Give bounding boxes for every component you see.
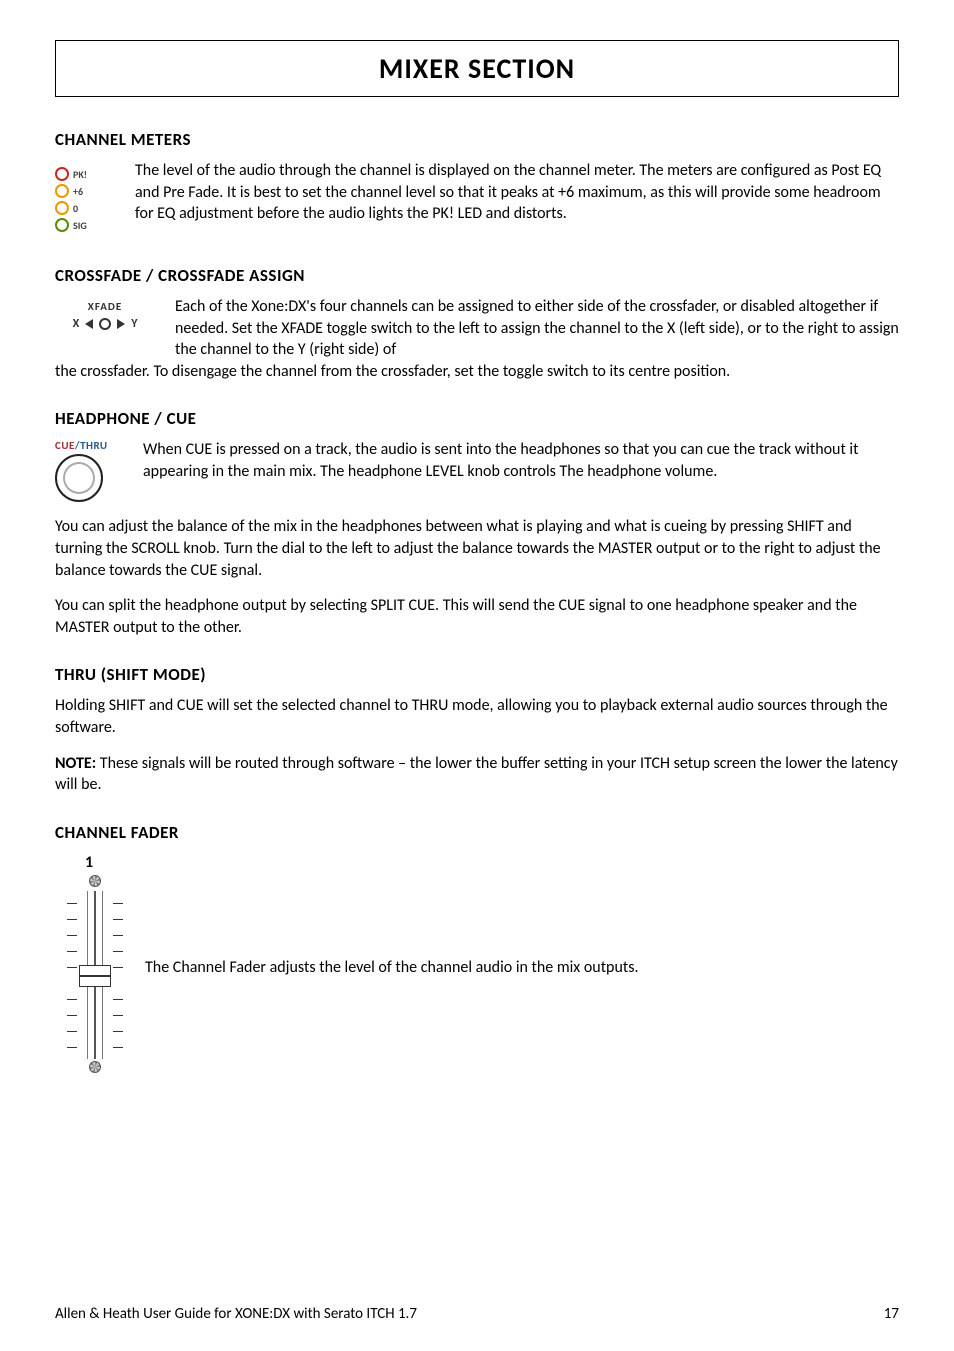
led-plus6-icon — [55, 184, 69, 198]
cue-thru-label: CUE/THRU — [55, 439, 123, 452]
triangle-right-icon — [117, 319, 125, 329]
channel-meter-figure: PK! +6 0 SIG — [55, 160, 115, 239]
section-headphone: HEADPHONE / CUE CUE/THRU When CUE is pre… — [55, 408, 899, 638]
page-title-box: MIXER SECTION — [55, 40, 899, 97]
led-label: SIG — [73, 219, 87, 232]
thru-body1: Holding SHIFT and CUE will set the selec… — [55, 695, 899, 738]
xfade-figure: XFADE X Y — [55, 296, 155, 335]
led-zero-icon — [55, 201, 69, 215]
page-footer: Allen & Heath User Guide for XONE:DX wit… — [55, 1305, 899, 1323]
headphone-body3: You can split the headphone output by se… — [55, 595, 899, 638]
cue-knob-icon — [55, 454, 103, 502]
thru-note: NOTE: These signals will be routed throu… — [55, 753, 899, 796]
fader-screw-icon — [89, 1061, 101, 1073]
heading-thru: THRU (SHIFT MODE) — [55, 664, 899, 685]
channel-meters-body: The level of the audio through the chann… — [135, 160, 899, 225]
xfade-label: XFADE — [55, 300, 155, 313]
led-label: 0 — [73, 202, 78, 215]
triangle-left-icon — [85, 319, 93, 329]
footer-right: 17 — [884, 1305, 899, 1323]
led-pk-icon — [55, 167, 69, 181]
fader-figure: 1 — [55, 853, 125, 1083]
crossfade-body-inline: Each of the Xone:DX's four channels can … — [175, 296, 899, 361]
fader-body: The Channel Fader adjusts the level of t… — [145, 957, 899, 979]
section-crossfade: CROSSFADE / CROSSFADE ASSIGN XFADE X Y E… — [55, 265, 899, 382]
xfade-y-label: Y — [131, 317, 137, 331]
fader-screw-icon — [89, 875, 101, 887]
led-sig-icon — [55, 218, 69, 232]
fader-cap-icon — [79, 965, 111, 987]
crossfade-body-after: the crossfader. To disengage the channel… — [55, 361, 899, 383]
heading-crossfade: CROSSFADE / CROSSFADE ASSIGN — [55, 265, 899, 286]
headphone-body2: You can adjust the balance of the mix in… — [55, 516, 899, 581]
xfade-center-icon — [99, 318, 111, 330]
footer-left: Allen & Heath User Guide for XONE:DX wit… — [55, 1305, 417, 1323]
led-label: PK! — [73, 168, 87, 181]
cue-figure: CUE/THRU — [55, 439, 123, 502]
heading-channel-meters: CHANNEL METERS — [55, 129, 899, 150]
section-channel-fader: CHANNEL FADER 1 The Channel Fader adjust… — [55, 822, 899, 1083]
headphone-body1: When CUE is pressed on a track, the audi… — [143, 439, 899, 482]
xfade-x-label: X — [73, 317, 80, 331]
section-thru: THRU (SHIFT MODE) Holding SHIFT and CUE … — [55, 664, 899, 795]
note-body: These signals will be routed through sof… — [55, 754, 898, 795]
heading-channel-fader: CHANNEL FADER — [55, 822, 899, 843]
led-label: +6 — [73, 185, 83, 198]
fader-number: 1 — [85, 853, 93, 872]
page-title: MIXER SECTION — [56, 51, 898, 86]
heading-headphone: HEADPHONE / CUE — [55, 408, 899, 429]
note-label: NOTE: — [55, 754, 96, 773]
section-channel-meters: CHANNEL METERS PK! +6 0 SIG The level of… — [55, 129, 899, 239]
